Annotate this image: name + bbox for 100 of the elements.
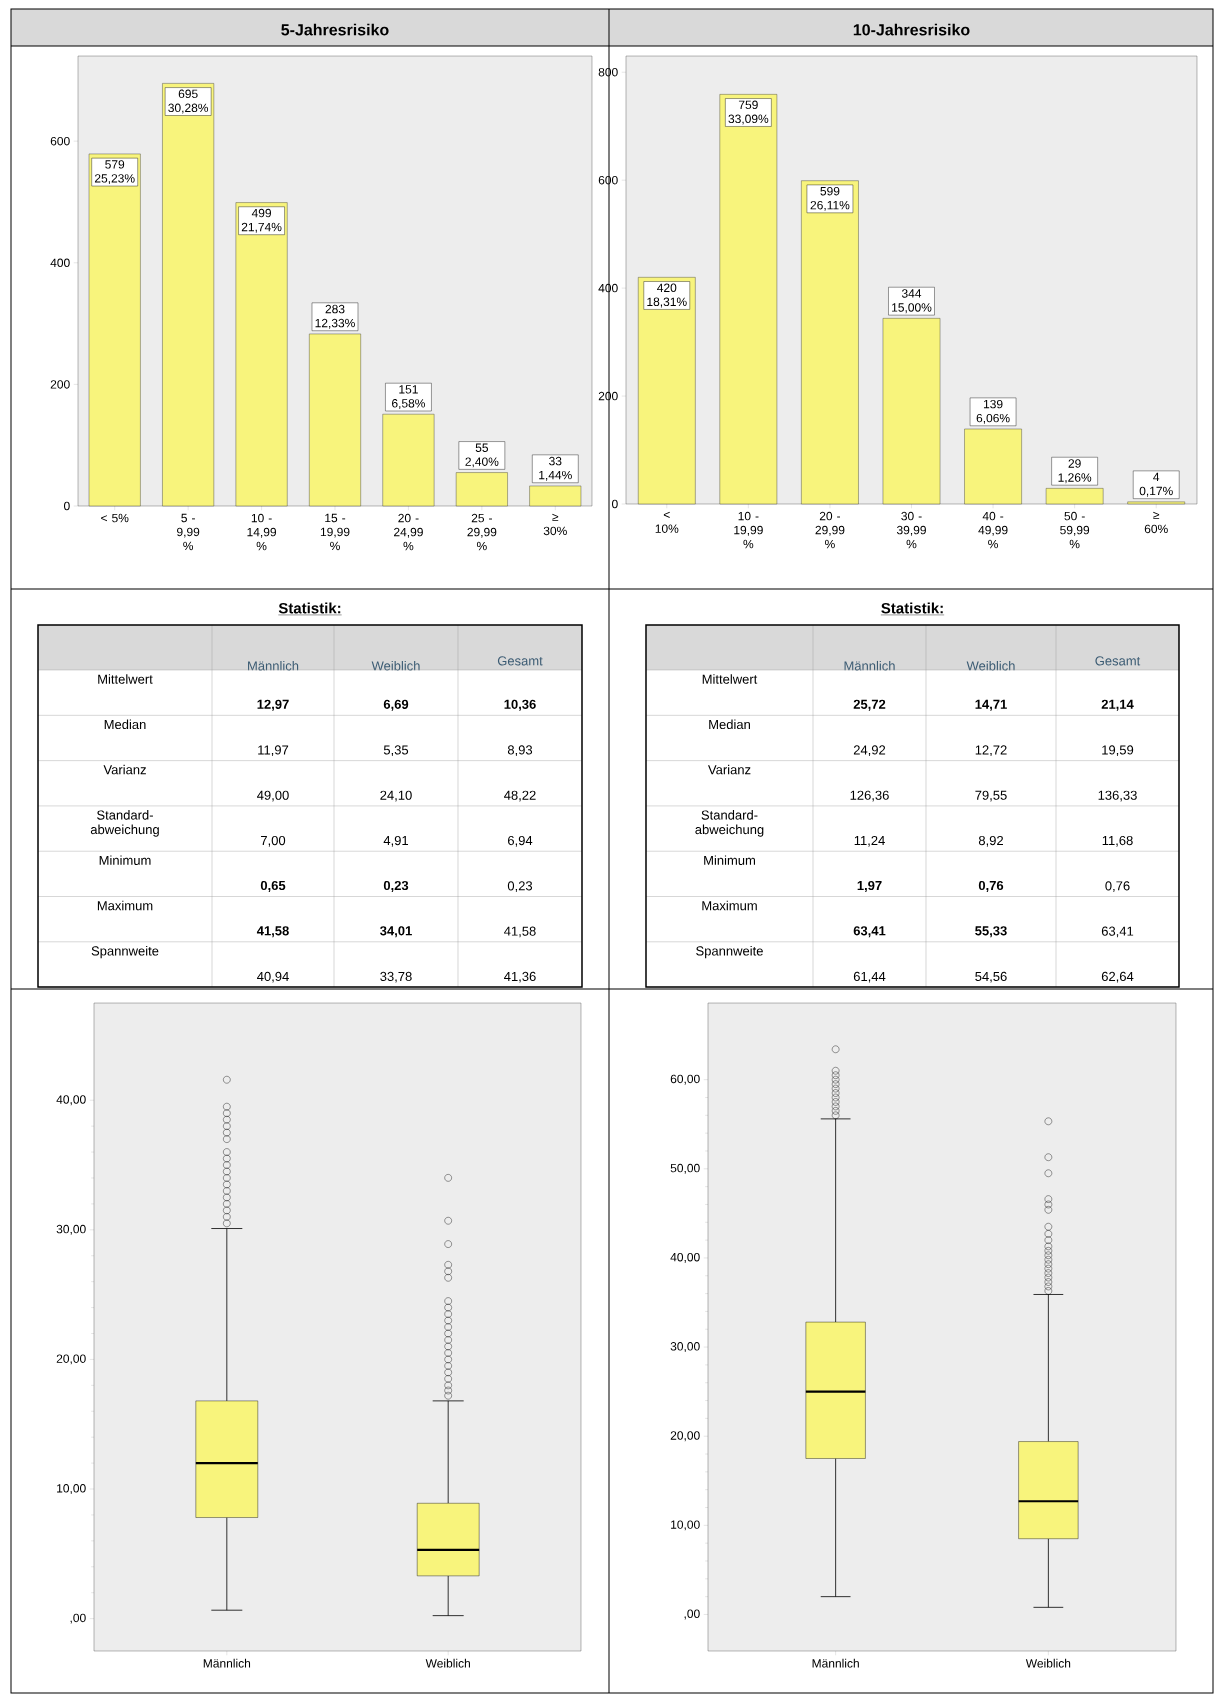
text: 12,97 bbox=[257, 699, 289, 711]
category-label: Spannweite bbox=[91, 946, 159, 959]
x-tick-label: 30 - 39,99 % bbox=[896, 511, 926, 549]
y-tick-label: 60,00 bbox=[670, 1074, 700, 1085]
category-label: Median bbox=[104, 719, 146, 730]
text: 40,94 bbox=[257, 971, 289, 983]
bar bbox=[801, 180, 859, 505]
bar bbox=[638, 277, 696, 505]
text: 41,36 bbox=[504, 971, 536, 983]
category-label: Minimum bbox=[704, 855, 755, 865]
text: Statistik: bbox=[278, 602, 341, 614]
y-tick-label: 10,00 bbox=[671, 1520, 700, 1531]
text: 6,69 bbox=[383, 699, 409, 711]
x-tick-label: ≥ 60% bbox=[1144, 511, 1168, 534]
y-tick-label: ,00 bbox=[684, 1609, 700, 1620]
chart-title: 10-Jahresrisiko bbox=[853, 23, 970, 36]
text: 11,24 bbox=[854, 835, 885, 847]
x-tick-label: 20 - 24,99 % bbox=[394, 513, 423, 551]
x-tick-label: Weiblich bbox=[1025, 1658, 1071, 1668]
text: 4,91 bbox=[383, 835, 409, 847]
text: 0,76 bbox=[1105, 881, 1130, 892]
data-label: 759 33,09% bbox=[728, 100, 769, 125]
y-tick-label: 40,00 bbox=[56, 1095, 86, 1106]
data-label: 55 2,40% bbox=[465, 443, 499, 468]
data-label: 420 18,31% bbox=[647, 283, 687, 308]
text: 8,92 bbox=[978, 835, 1003, 847]
data-label: 33 1,44% bbox=[539, 456, 572, 481]
text: 10,36 bbox=[504, 699, 536, 711]
x-tick-label: 5 - 9,99 % bbox=[177, 513, 200, 551]
category-label: Minimum bbox=[99, 855, 151, 865]
category-label: Maximum bbox=[702, 900, 757, 911]
text: 24,92 bbox=[853, 745, 886, 757]
data-label: 139 6,06% bbox=[976, 399, 1010, 424]
y-tick-label: 0 bbox=[64, 501, 70, 511]
text: 55,33 bbox=[975, 926, 1007, 938]
text: 8,93 bbox=[507, 745, 533, 757]
y-tick-label: 20,00 bbox=[670, 1431, 700, 1442]
data-label: 283 12,33% bbox=[315, 304, 355, 329]
text: 24,10 bbox=[380, 790, 412, 802]
bar bbox=[88, 153, 141, 507]
data-label: 151 6,58% bbox=[392, 385, 426, 409]
text: 19,59 bbox=[1102, 745, 1134, 757]
data-label: 29 1,26% bbox=[1058, 459, 1092, 484]
data-label: 579 25,23% bbox=[94, 160, 135, 185]
text: 0,65 bbox=[260, 880, 286, 892]
x-tick-label: 10 - 19,99 % bbox=[734, 511, 763, 549]
y-tick-label: 600 bbox=[50, 136, 70, 146]
text: 62,64 bbox=[1101, 971, 1134, 983]
x-tick-label: 10 - 14,99 % bbox=[247, 513, 277, 551]
x-tick-label: 20 - 29,99 % bbox=[815, 511, 845, 549]
text: 7,00 bbox=[261, 835, 286, 847]
y-tick-label: 600 bbox=[598, 175, 618, 185]
text: 6,94 bbox=[508, 835, 533, 847]
bar bbox=[162, 83, 215, 507]
x-tick-label: < 10% bbox=[655, 511, 679, 533]
data-label: 599 26,11% bbox=[810, 186, 850, 211]
text: 49,00 bbox=[257, 790, 289, 802]
text: 48,22 bbox=[504, 790, 536, 802]
y-tick-label: 20,00 bbox=[56, 1354, 86, 1365]
category-label: Standard-abweichung bbox=[695, 810, 764, 837]
y-tick-label: 50,00 bbox=[670, 1163, 700, 1174]
y-tick-label: 40,00 bbox=[670, 1252, 700, 1263]
text: 5,35 bbox=[383, 745, 409, 757]
text: 11,68 bbox=[1102, 835, 1133, 847]
text: 61,44 bbox=[853, 971, 886, 983]
bar bbox=[235, 202, 288, 507]
y-tick-label: 0 bbox=[612, 499, 618, 509]
bar bbox=[1127, 501, 1185, 505]
category-label: Weiblich bbox=[371, 660, 420, 671]
y-tick-label: 30,00 bbox=[670, 1342, 700, 1353]
y-tick-label: 200 bbox=[50, 380, 70, 389]
text: 126,36 bbox=[850, 790, 889, 802]
text: 79,55 bbox=[975, 790, 1007, 802]
category-label: Spannweite bbox=[696, 946, 763, 959]
y-tick-label: 30,00 bbox=[56, 1224, 86, 1235]
text: 41,58 bbox=[256, 926, 289, 938]
x-tick-label: 25 - 29,99 % bbox=[467, 513, 497, 551]
text: 1,97 bbox=[857, 880, 882, 892]
category-label: Varianz bbox=[103, 764, 146, 775]
y-tick-label: 800 bbox=[598, 67, 618, 77]
text: 63,41 bbox=[1101, 926, 1134, 938]
data-label: 499 21,74% bbox=[241, 208, 282, 233]
data-label: 4 0,17% bbox=[1139, 472, 1173, 497]
category-label: Weiblich bbox=[966, 660, 1015, 671]
x-tick-label: 40 - 49,99 % bbox=[978, 511, 1008, 549]
text: 33,78 bbox=[380, 971, 412, 983]
category-label: Männlich bbox=[248, 660, 299, 671]
category-label: Mittelwert bbox=[98, 674, 153, 684]
text: 41,58 bbox=[504, 926, 536, 938]
text: 12,72 bbox=[975, 745, 1007, 757]
bar bbox=[719, 94, 778, 505]
category-label: Mittelwert bbox=[702, 674, 758, 684]
category-label: Männlich bbox=[844, 660, 895, 671]
category-label: Standard-abweichung bbox=[90, 810, 159, 837]
data-label: 695 30,28% bbox=[168, 89, 209, 114]
text: 136,33 bbox=[1098, 790, 1137, 802]
text: 63,41 bbox=[853, 926, 886, 938]
text: 0,23 bbox=[507, 881, 533, 892]
text: 0,76 bbox=[978, 880, 1004, 892]
text: 21,14 bbox=[1101, 699, 1134, 711]
